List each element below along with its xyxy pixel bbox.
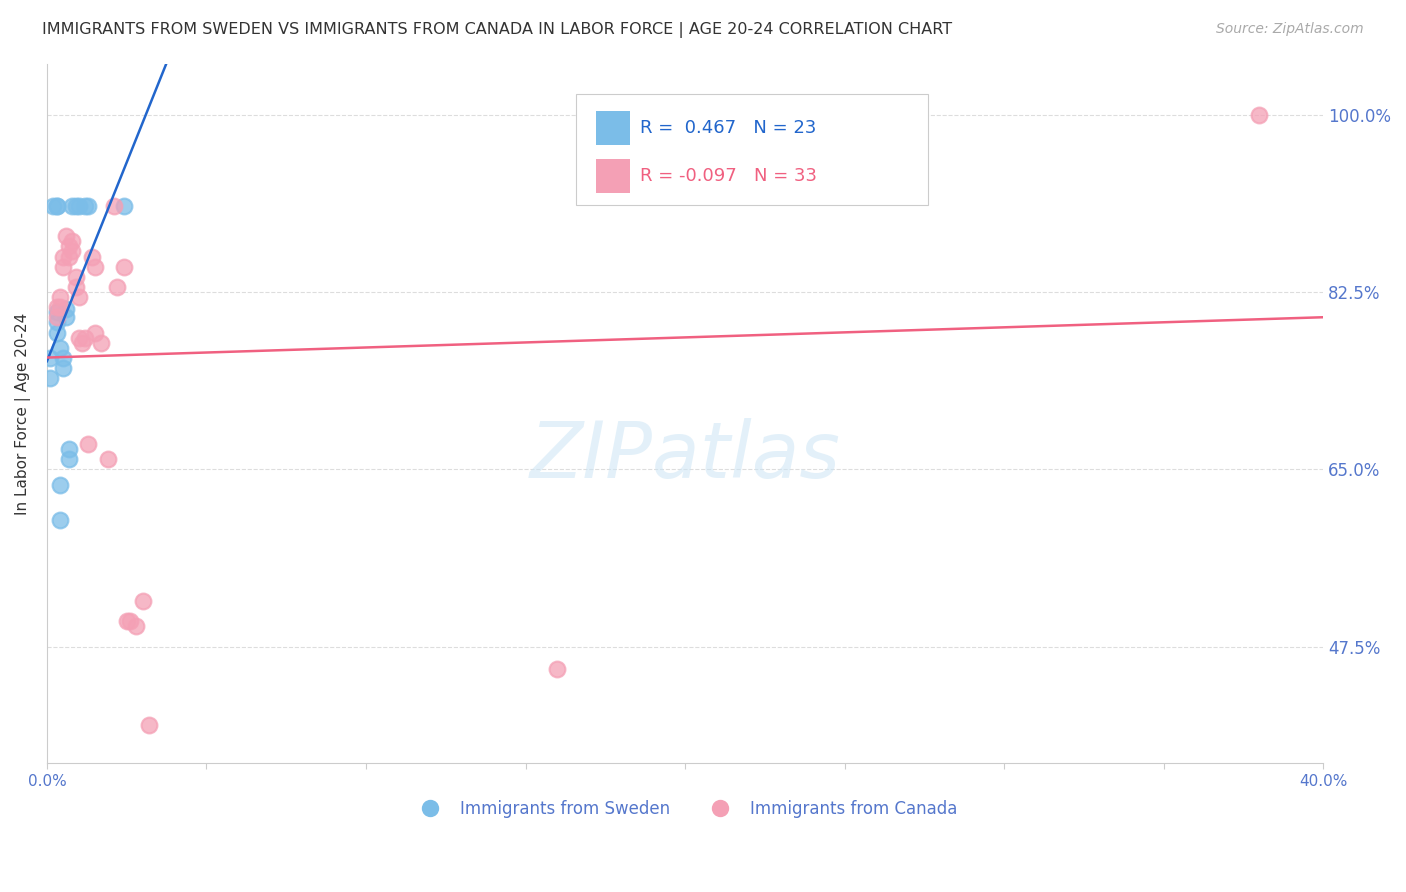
Text: R = -0.097   N = 33: R = -0.097 N = 33	[640, 167, 817, 185]
Point	[45, 199, 67, 213]
Y-axis label: In Labor Force | Age 20-24: In Labor Force | Age 20-24	[15, 312, 31, 515]
Point	[48, 300, 70, 314]
Point	[83, 326, 105, 340]
Text: IMMIGRANTS FROM SWEDEN VS IMMIGRANTS FROM CANADA IN LABOR FORCE | AGE 20-24 CORR: IMMIGRANTS FROM SWEDEN VS IMMIGRANTS FRO…	[42, 22, 952, 38]
Point	[58, 442, 80, 456]
Point	[52, 351, 75, 365]
Text: ZIPatlas: ZIPatlas	[530, 417, 841, 493]
Point	[67, 330, 90, 344]
Point	[67, 199, 90, 213]
Point	[75, 199, 97, 213]
Point	[45, 315, 67, 329]
Point	[77, 437, 100, 451]
Text: Source: ZipAtlas.com: Source: ZipAtlas.com	[1216, 22, 1364, 37]
Point	[67, 290, 90, 304]
Point	[48, 290, 70, 304]
Point	[131, 594, 153, 608]
Point	[546, 662, 568, 676]
Point	[48, 341, 70, 355]
Point	[62, 244, 84, 259]
Point	[118, 615, 141, 629]
Point	[83, 260, 105, 274]
Point	[62, 199, 84, 213]
Point	[52, 361, 75, 376]
Point	[65, 199, 87, 213]
Point	[45, 326, 67, 340]
Point	[55, 302, 77, 317]
Point	[80, 250, 103, 264]
Point	[115, 615, 138, 629]
Point	[75, 330, 97, 344]
Point	[55, 229, 77, 244]
Point	[45, 305, 67, 319]
Point	[138, 717, 160, 731]
Point	[62, 235, 84, 249]
Point	[39, 371, 62, 385]
Text: R =  0.467   N = 23: R = 0.467 N = 23	[640, 119, 815, 136]
Point	[125, 619, 148, 633]
Point	[55, 310, 77, 325]
Point	[112, 199, 135, 213]
Point	[70, 335, 93, 350]
Point	[48, 513, 70, 527]
Point	[52, 250, 75, 264]
Point	[45, 300, 67, 314]
Point	[58, 452, 80, 467]
Point	[77, 199, 100, 213]
Point	[90, 335, 112, 350]
Point	[112, 260, 135, 274]
Point	[58, 250, 80, 264]
Point	[58, 239, 80, 253]
Point	[42, 199, 65, 213]
Point	[39, 351, 62, 365]
Point	[1249, 108, 1271, 122]
Point	[105, 280, 128, 294]
Point	[45, 310, 67, 325]
Point	[65, 269, 87, 284]
Point	[97, 452, 120, 467]
Point	[45, 199, 67, 213]
Legend: Immigrants from Sweden, Immigrants from Canada: Immigrants from Sweden, Immigrants from …	[406, 793, 963, 825]
Point	[52, 260, 75, 274]
Point	[48, 477, 70, 491]
Point	[65, 280, 87, 294]
Point	[103, 199, 125, 213]
